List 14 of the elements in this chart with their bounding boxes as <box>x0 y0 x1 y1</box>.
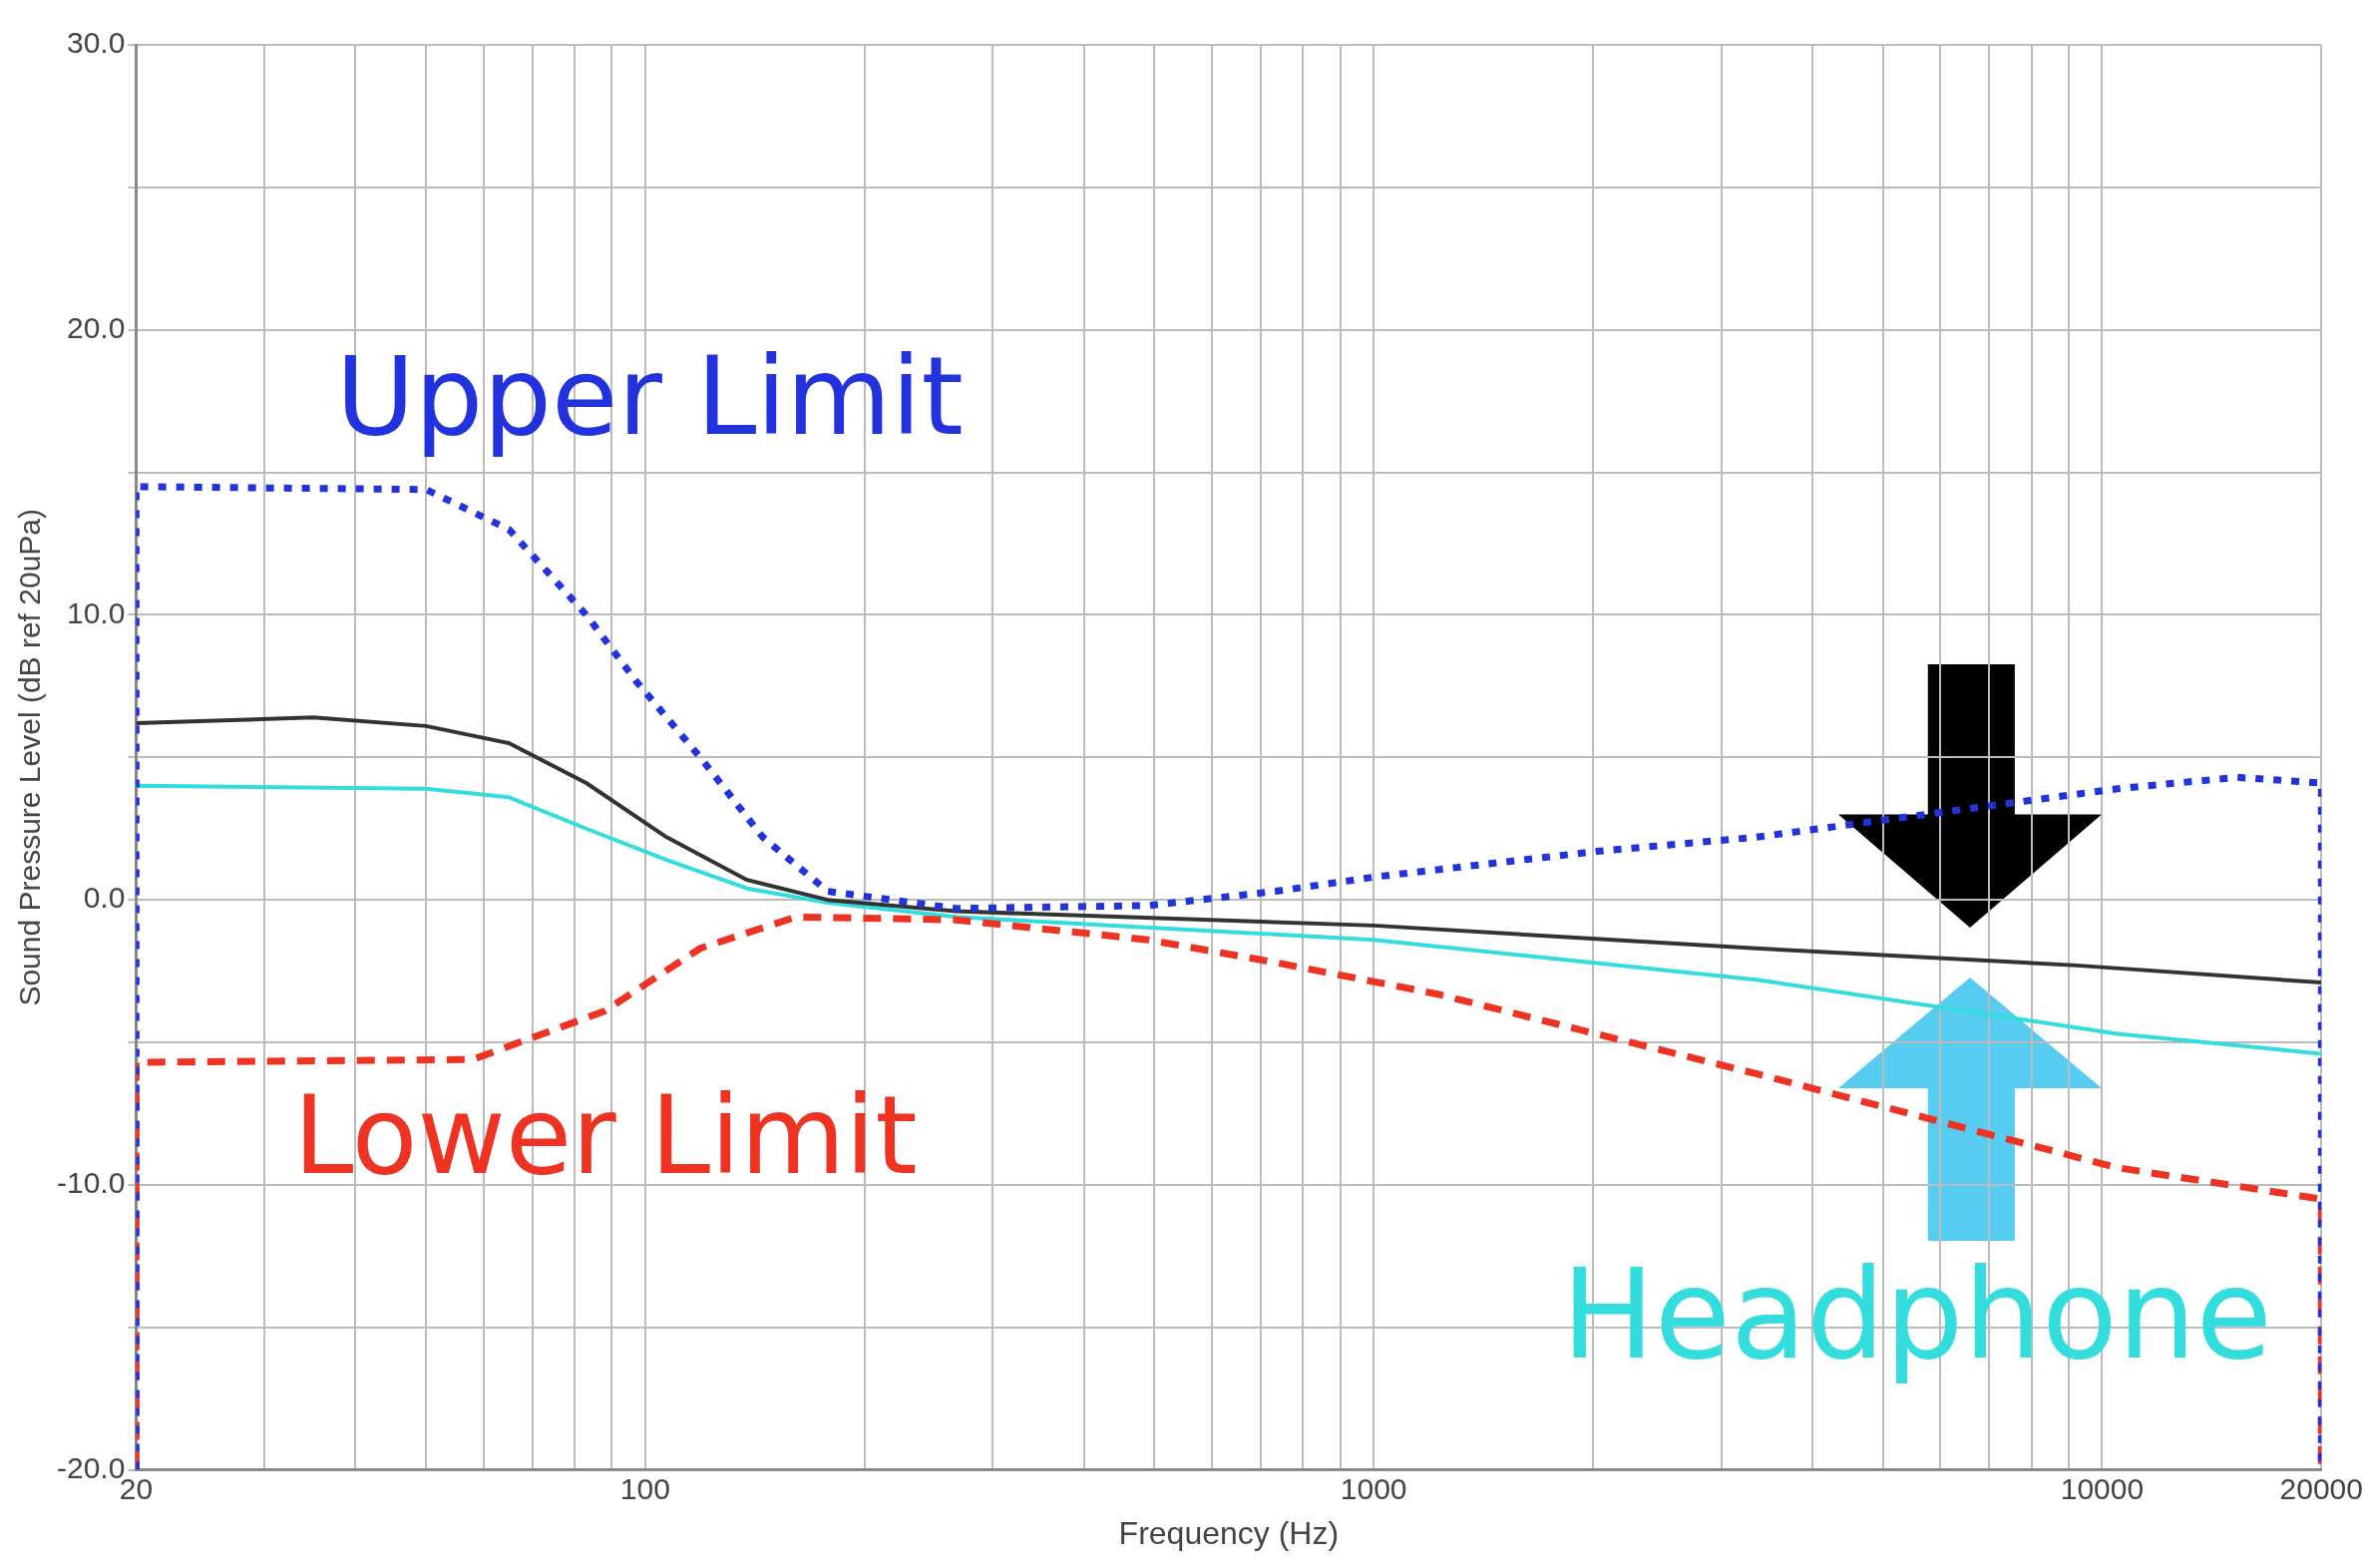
y-tick-label: 30.0 <box>66 26 126 60</box>
series-label: Headphone <box>1561 1243 2272 1387</box>
x-tick-label: 20000 <box>2279 1471 2364 1505</box>
series-label: Lower Limit <box>293 1072 918 1198</box>
x-tick-label: 10000 <box>2060 1471 2145 1505</box>
series-label: Upper Limit <box>335 334 964 460</box>
x-tick-label: 100 <box>619 1471 670 1505</box>
y-tick-label: -10.0 <box>56 1166 126 1200</box>
x-axis-title: Frequency (Hz) <box>1118 1514 1340 1551</box>
y-tick-label: 0.0 <box>83 881 126 915</box>
y-tick-label: 10.0 <box>66 595 126 629</box>
y-axis-title: Sound Pressure Level (dB ref 20uPa) <box>13 508 47 1006</box>
x-tick-label: 1000 <box>1340 1471 1407 1505</box>
y-tick-label: 20.0 <box>66 310 126 344</box>
